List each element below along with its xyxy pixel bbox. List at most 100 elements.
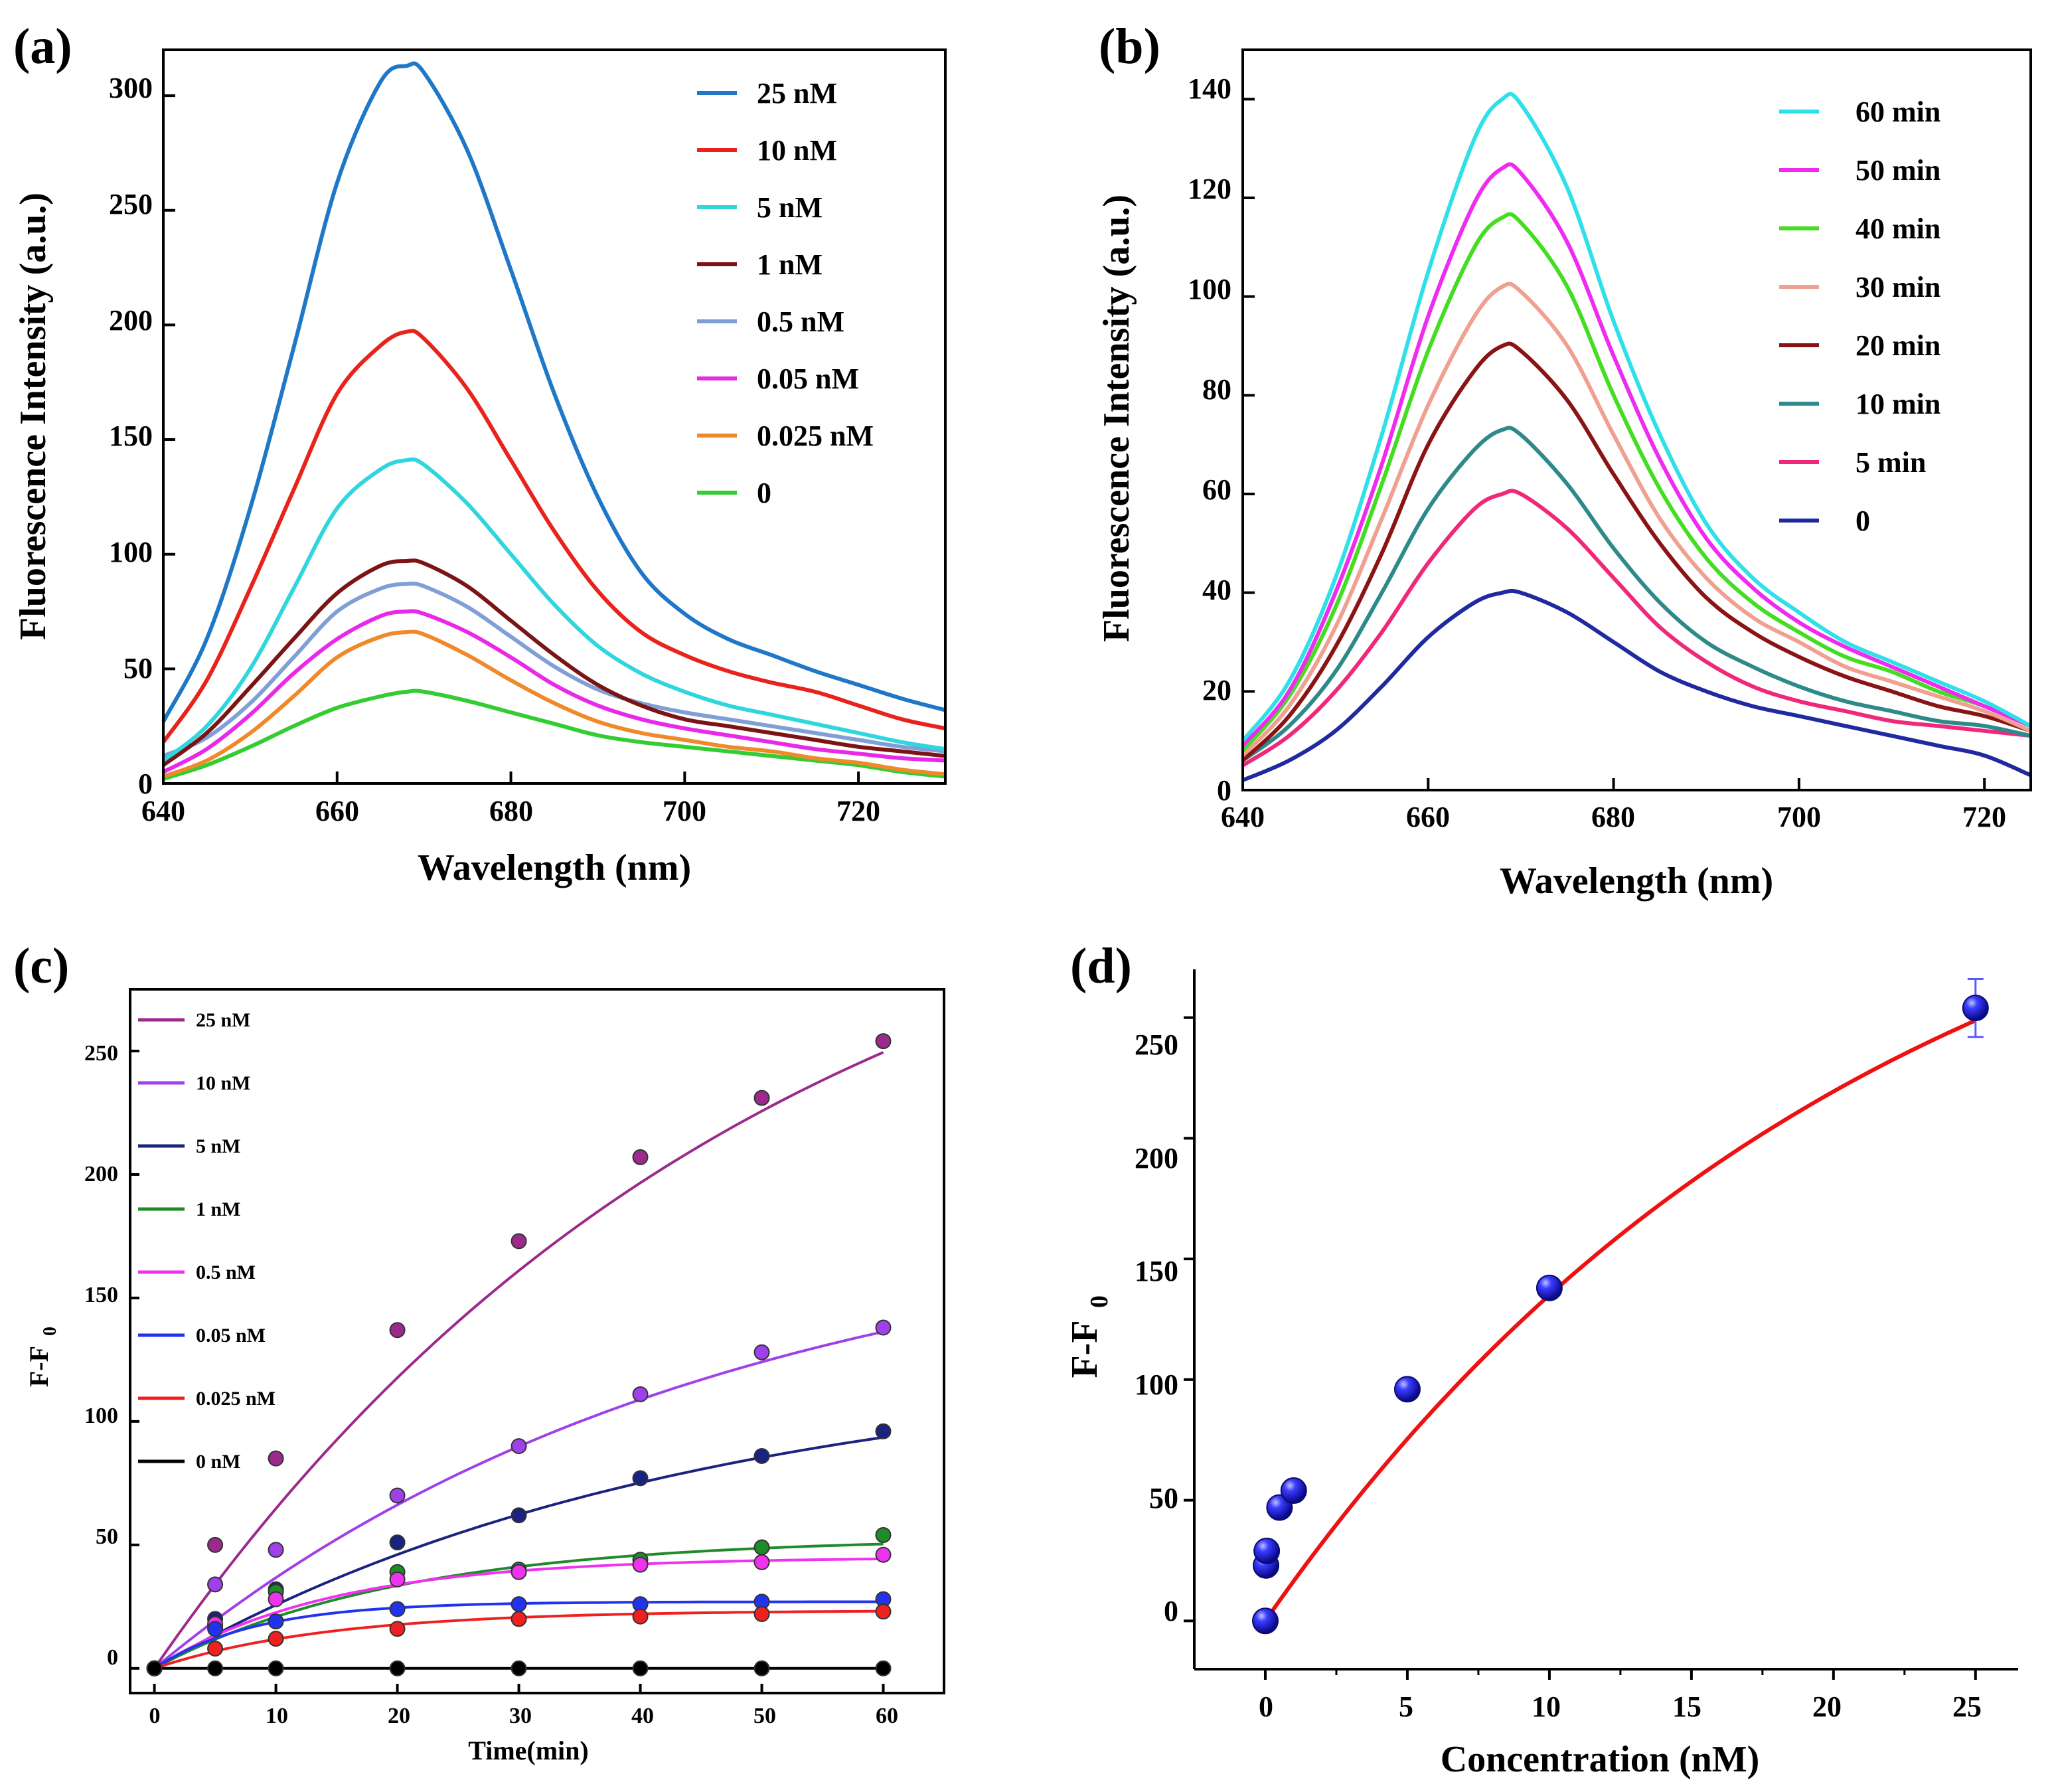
legend-label: 0.025 nM: [757, 420, 874, 452]
fit-line: [153, 1435, 884, 1670]
legend-label: 60 min: [1855, 96, 1940, 128]
y-tick-label: 200: [84, 1162, 118, 1186]
legend-label: 5 min: [1855, 446, 1926, 479]
data-point: [207, 1536, 224, 1553]
series-line: [162, 609, 946, 774]
data-point: [207, 1621, 224, 1637]
series-line: [1241, 588, 2032, 782]
data-point: [511, 1507, 527, 1524]
y-tick-label: 100: [84, 1404, 118, 1428]
x-tick-label: 5: [1399, 1690, 1413, 1723]
y-axis-title: Fluorescence Intensity (a.u.): [13, 193, 54, 640]
data-point: [389, 1621, 406, 1637]
data-point: [268, 1450, 284, 1467]
data-point: [1393, 1376, 1421, 1403]
x-tick-label: 10: [1532, 1690, 1561, 1723]
series-line: [162, 457, 946, 762]
y-tick-label: 120: [1188, 173, 1231, 205]
x-axis-title: Wavelength (nm): [418, 847, 691, 888]
series-line: [1241, 489, 2031, 768]
series-line: [1241, 282, 2032, 758]
panel-b-x-ticks: 640 660 680 700 720: [1221, 801, 2006, 833]
legend-label: 10 nM: [757, 134, 837, 167]
legend-label: 5 nM: [757, 191, 823, 224]
x-tick-label: 660: [1406, 801, 1450, 833]
legend-label: 25 nM: [196, 1009, 251, 1031]
x-tick-label: 700: [1777, 801, 1821, 833]
y-axis-title: F-F 0: [24, 1327, 60, 1387]
data-point: [875, 1423, 892, 1439]
y-tick-label: 150: [109, 420, 153, 452]
panel-d-label: (d): [1070, 938, 1132, 994]
data-point: [632, 1660, 649, 1676]
y-axis-title: F-F 0: [1064, 1295, 1113, 1378]
y-tick-label: 140: [1188, 72, 1231, 105]
panel-c-frame: [129, 988, 945, 1694]
data-point: [1962, 995, 1989, 1022]
y-tick-label: 50: [123, 652, 153, 685]
series-line: [161, 61, 946, 723]
x-tick-label: 660: [315, 795, 359, 827]
y-tick-label: 0: [138, 768, 153, 800]
data-point: [875, 1526, 892, 1543]
data-point: [511, 1596, 527, 1613]
panel-b-legend: 60 min 50 min 40 min 30 min 20 min 10 mi…: [1779, 96, 1940, 537]
y-tick-label: 0: [1217, 774, 1231, 807]
legend-label: 1 nM: [196, 1198, 241, 1220]
x-tick-label: 720: [836, 795, 880, 827]
panel-a-curves: [161, 61, 946, 785]
data-point: [753, 1344, 770, 1360]
legend-label: 20 min: [1855, 329, 1940, 362]
data-point: [632, 1470, 649, 1487]
y-tick-label: 100: [1188, 273, 1231, 305]
data-point: [632, 1149, 649, 1165]
panel-a: (a) 640 660 680 700 720 0 50 100 150 200…: [13, 19, 947, 888]
x-tick-label: 680: [1591, 801, 1635, 833]
y-tick-label: 250: [109, 188, 153, 220]
x-tick-label: 0: [149, 1704, 161, 1728]
data-point: [389, 1571, 406, 1588]
data-point: [268, 1591, 284, 1607]
data-point: [753, 1660, 770, 1676]
panel-d: (d) 0 5 10 15 20 25 0 50 100 150 200 250…: [1064, 938, 2018, 1780]
panel-c-label: (c): [13, 938, 69, 994]
data-point: [389, 1534, 406, 1551]
data-point: [875, 1660, 892, 1676]
y-tick-label: 0: [1164, 1595, 1178, 1627]
series-line: [1241, 426, 2031, 762]
legend-label: 1 nM: [757, 248, 823, 281]
legend-label: 0: [1855, 505, 1870, 537]
x-tick-label: 640: [141, 795, 185, 827]
data-point: [389, 1322, 406, 1339]
data-point: [511, 1660, 527, 1676]
legend-label: 0.5 nM: [196, 1262, 256, 1283]
y-tick-label: 20: [1202, 674, 1231, 706]
data-point: [146, 1660, 163, 1676]
y-tick-label: 50: [96, 1524, 118, 1549]
x-tick-label: 20: [388, 1704, 410, 1728]
data-point: [207, 1641, 224, 1657]
x-axis-title: Wavelength (nm): [1500, 860, 1773, 902]
x-tick-label: 15: [1672, 1690, 1701, 1723]
y-tick-label: 150: [1135, 1255, 1178, 1287]
panel-d-y-ticks: 0 50 100 150 200 250: [1135, 1028, 1178, 1627]
series-line: [1241, 162, 2032, 748]
y-tick-label: 100: [109, 536, 153, 568]
panel-a-frame: [162, 48, 947, 785]
panel-c-legend: 25 nM 10 nM 5 nM 1 nM 0.5 nM 0.05 nM 0.0…: [138, 1009, 276, 1473]
panel-c-y-ticks: 0 50 100 150 200 250: [84, 1041, 118, 1670]
series-line: [1241, 341, 2031, 762]
x-axis-title: Concentration (nM): [1441, 1739, 1760, 1780]
series-line: [162, 629, 946, 779]
x-tick-label: 20: [1812, 1690, 1842, 1723]
legend-label: 0.05 nM: [757, 363, 859, 395]
fit-line: [153, 1051, 884, 1669]
data-point: [1253, 1537, 1281, 1564]
data-point: [389, 1660, 406, 1676]
data-point: [753, 1554, 770, 1570]
data-point: [1536, 1274, 1563, 1301]
data-point: [753, 1605, 770, 1622]
y-tick-label: 200: [109, 304, 153, 337]
data-point: [511, 1564, 527, 1580]
